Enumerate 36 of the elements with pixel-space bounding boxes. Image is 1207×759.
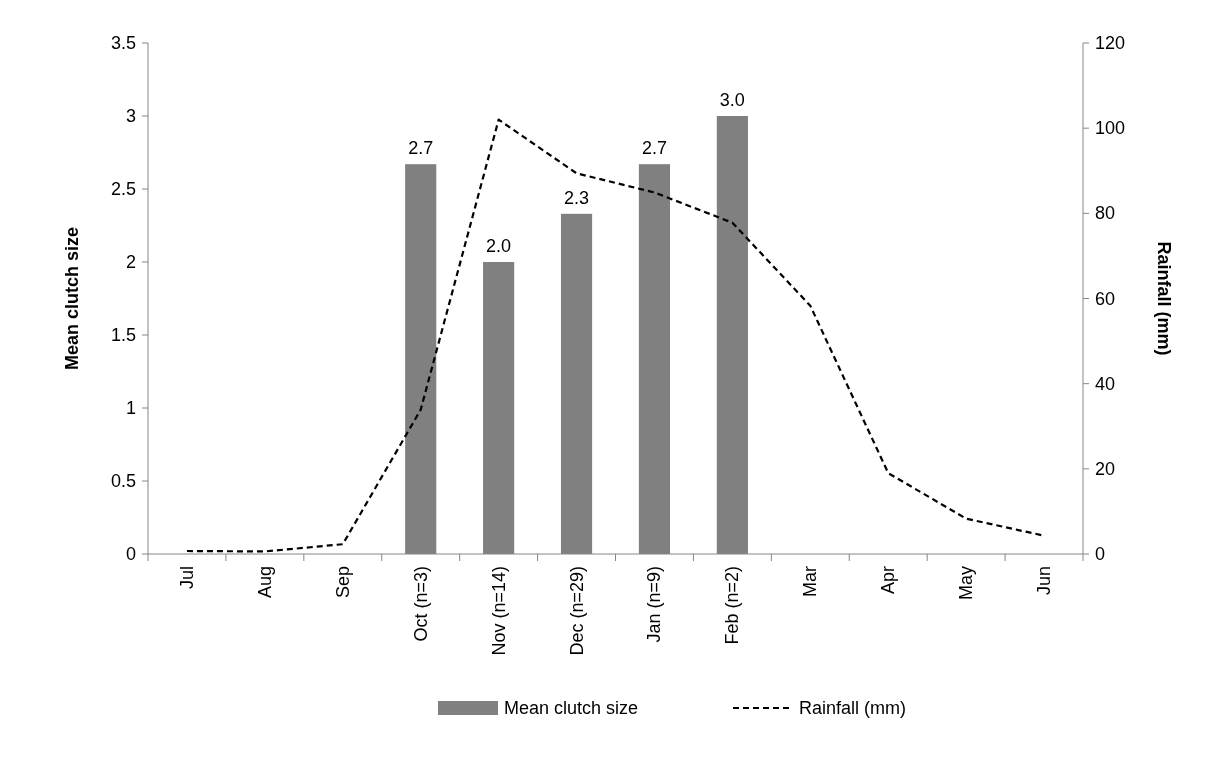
legend-label: Rainfall (mm) bbox=[799, 698, 907, 718]
y2-tick-label: 100 bbox=[1095, 118, 1126, 139]
y2-tick-label: 0 bbox=[1095, 544, 1106, 564]
x-tick-label: Mar bbox=[800, 566, 821, 597]
y-tick-label: 2.5 bbox=[110, 179, 136, 199]
x-tick-label: Sep bbox=[332, 566, 353, 599]
data-label: 2.7 bbox=[408, 138, 434, 159]
y-tick-label: 3.5 bbox=[110, 33, 136, 53]
data-label: 3.0 bbox=[719, 90, 745, 110]
y-tick-label: 1 bbox=[125, 398, 136, 418]
y-tick-label: 1.5 bbox=[110, 325, 136, 345]
x-tick-label: Nov (n=14) bbox=[488, 566, 509, 656]
y-tick-label: 3 bbox=[125, 106, 136, 126]
y2-axis-title: Rainfall (mm) bbox=[1154, 241, 1174, 356]
data-label: 2.7 bbox=[641, 138, 667, 159]
y2-tick-label: 120 bbox=[1095, 33, 1126, 53]
x-tick-label: Dec (n=29) bbox=[566, 566, 587, 656]
y-tick-label: 0 bbox=[125, 544, 136, 564]
x-tick-label: May bbox=[956, 566, 977, 601]
y2-tick-label: 80 bbox=[1095, 203, 1116, 224]
x-tick-label: Jan (n=9) bbox=[644, 566, 665, 643]
y2-tick-label: 20 bbox=[1095, 458, 1116, 479]
y-tick-label: 0.5 bbox=[110, 471, 136, 491]
x-tick-label: Feb (n=2) bbox=[722, 566, 743, 645]
x-tick-label: Jul bbox=[176, 566, 197, 590]
x-tick-label: Aug bbox=[254, 566, 275, 599]
data-label: 2.3 bbox=[564, 187, 590, 208]
x-tick-label: Jun bbox=[1034, 566, 1055, 596]
y-axis-title: Mean clutch size bbox=[62, 226, 82, 371]
y2-tick-label: 60 bbox=[1095, 288, 1116, 309]
y2-tick-label: 40 bbox=[1095, 373, 1116, 394]
y-tick-label: 2 bbox=[125, 252, 136, 272]
x-tick-label: Apr bbox=[878, 566, 899, 595]
legend-label: Mean clutch size bbox=[504, 698, 639, 718]
x-tick-label: Oct (n=3) bbox=[410, 566, 431, 642]
data-label: 2.0 bbox=[486, 236, 512, 256]
